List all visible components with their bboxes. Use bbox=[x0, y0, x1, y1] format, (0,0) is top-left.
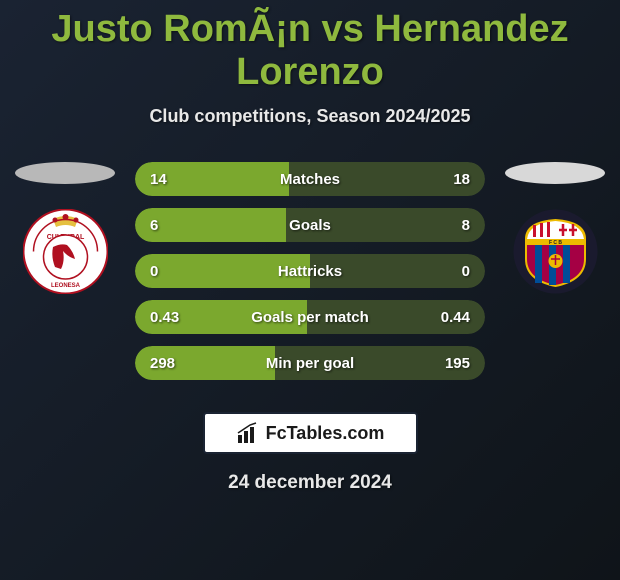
fc-barcelona-badge-icon: F C B bbox=[513, 209, 598, 294]
stat-label: Matches bbox=[280, 171, 340, 188]
left-player-avatar bbox=[15, 162, 115, 184]
main-comparison-area: CULTURAL LEONESA 14 18 Matches 6 8 Goals 0 0 Hat… bbox=[0, 162, 620, 392]
date-text: 24 december 2024 bbox=[0, 472, 620, 494]
stats-bars-area: 14 18 Matches 6 8 Goals 0 0 Hattricks 0.43 0.44 Goa… bbox=[115, 162, 505, 392]
left-player-column: CULTURAL LEONESA bbox=[15, 162, 115, 294]
right-club-badge: F C B bbox=[513, 209, 598, 294]
stat-bar: 0.43 0.44 Goals per match bbox=[135, 300, 485, 334]
stat-label: Min per goal bbox=[266, 355, 354, 372]
stat-value-right: 195 bbox=[445, 355, 470, 372]
stat-value-left: 14 bbox=[150, 171, 167, 188]
chart-icon bbox=[236, 421, 260, 445]
brand-text: FcTables.com bbox=[266, 423, 385, 444]
stat-label: Hattricks bbox=[278, 263, 342, 280]
comparison-title: Justo RomÃ¡n vs Hernandez Lorenzo bbox=[0, 0, 620, 106]
stat-value-right: 0.44 bbox=[441, 309, 470, 326]
stat-value-left: 298 bbox=[150, 355, 175, 372]
left-club-badge: CULTURAL LEONESA bbox=[23, 209, 108, 294]
widget-container: Justo RomÃ¡n vs Hernandez Lorenzo Club c… bbox=[0, 0, 620, 494]
stat-value-right: 18 bbox=[453, 171, 470, 188]
right-player-column: F C B bbox=[505, 162, 605, 294]
right-player-avatar bbox=[505, 162, 605, 184]
stat-label: Goals bbox=[289, 217, 331, 234]
brand-attribution[interactable]: FcTables.com bbox=[203, 412, 418, 454]
stat-value-right: 0 bbox=[462, 263, 470, 280]
stat-value-right: 8 bbox=[462, 217, 470, 234]
stat-value-left: 6 bbox=[150, 217, 158, 234]
season-subtitle: Club competitions, Season 2024/2025 bbox=[0, 106, 620, 127]
stat-bar: 298 195 Min per goal bbox=[135, 346, 485, 380]
stat-bar: 14 18 Matches bbox=[135, 162, 485, 196]
stat-value-left: 0.43 bbox=[150, 309, 179, 326]
stat-label: Goals per match bbox=[251, 309, 369, 326]
svg-text:LEONESA: LEONESA bbox=[50, 283, 80, 289]
stat-bar: 0 0 Hattricks bbox=[135, 254, 485, 288]
stat-value-left: 0 bbox=[150, 263, 158, 280]
cultural-leonesa-badge-icon: CULTURAL LEONESA bbox=[23, 209, 108, 294]
stat-bar: 6 8 Goals bbox=[135, 208, 485, 242]
